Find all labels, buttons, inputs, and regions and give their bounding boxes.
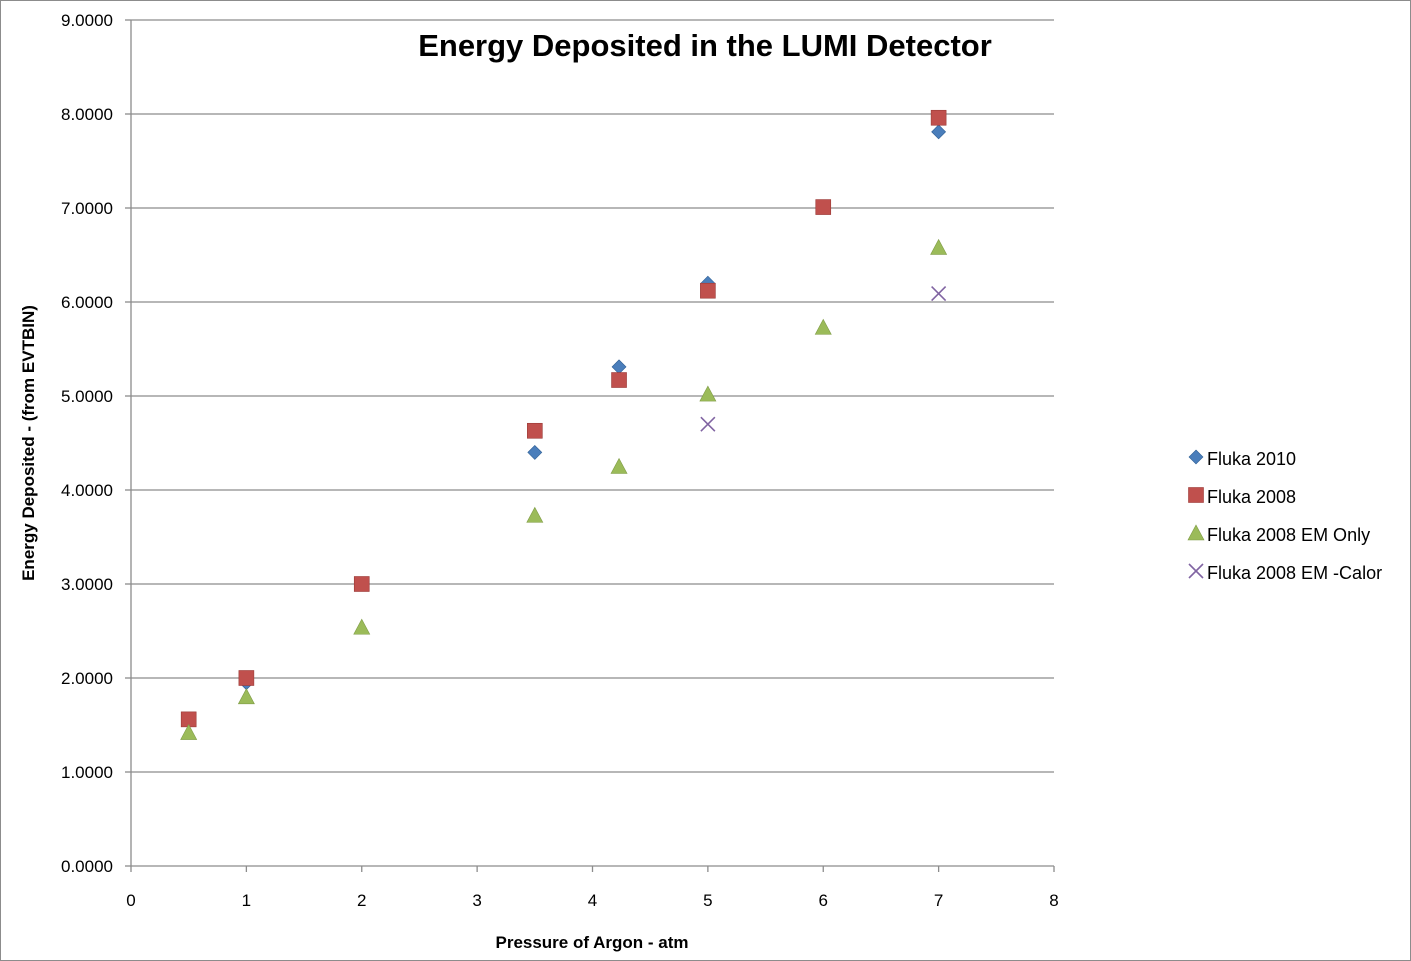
- x-tick-label: 0: [126, 891, 135, 910]
- data-point-triangle: [610, 457, 628, 474]
- data-point-x: [700, 416, 716, 432]
- x-tick-label: 7: [934, 891, 943, 910]
- chart-title: Energy Deposited in the LUMI Detector: [418, 28, 992, 63]
- x-axis-title: Pressure of Argon - atm: [495, 933, 688, 952]
- legend-marker-triangle: [1187, 524, 1205, 541]
- legend-marker-diamond: [1188, 449, 1204, 465]
- y-tick-label: 4.0000: [61, 481, 113, 500]
- legend-entry: Fluka 2008 EM Only: [1187, 524, 1370, 545]
- x-tick-label: 6: [819, 891, 828, 910]
- data-point-diamond: [611, 359, 627, 375]
- data-point-triangle: [526, 506, 544, 523]
- axes: [125, 19, 1055, 872]
- x-tick-label: 1: [242, 891, 251, 910]
- data-point-square: [611, 372, 627, 388]
- data-point-diamond: [931, 124, 947, 140]
- data-point-triangle: [353, 618, 371, 635]
- x-tick-label: 5: [703, 891, 712, 910]
- data-point-triangle: [237, 688, 255, 705]
- data-point-square: [238, 670, 255, 686]
- x-tick-label: 4: [588, 891, 597, 910]
- data-point-square: [353, 576, 370, 592]
- x-tick-labels: 0 1 2 3 4 5 6 7 8: [126, 891, 1058, 910]
- legend-entry: Fluka 2008 EM -Calor: [1188, 563, 1382, 583]
- legend-marker-square: [1188, 487, 1204, 503]
- x-marker-stroke: [931, 285, 947, 302]
- x-tick-label: 3: [472, 891, 481, 910]
- y-axis-title: Energy Deposited - (from EVTBIN): [19, 305, 38, 581]
- y-tick-label: 9.0000: [61, 11, 113, 30]
- data-point-triangle: [814, 318, 832, 335]
- legend-entry: Fluka 2008: [1188, 487, 1296, 507]
- legend: Fluka 2010 Fluka 2008 Fluka 2008 EM Only Fl…: [1187, 449, 1382, 583]
- x-tick-label: 2: [357, 891, 366, 910]
- x-marker-stroke: [700, 416, 716, 432]
- y-tick-labels: 0.0000 1.0000 2.0000 3.0000 4.0000 5.0000 6.00…: [61, 11, 113, 876]
- legend-entry: Fluka 2010: [1188, 449, 1296, 469]
- y-tick-label: 6.0000: [61, 293, 113, 312]
- y-tick-label: 1.0000: [61, 763, 113, 782]
- data-point-square: [527, 422, 543, 439]
- y-tick-label: 7.0000: [61, 199, 113, 218]
- data-point-triangle: [930, 238, 948, 255]
- legend-label: Fluka 2008: [1207, 487, 1296, 507]
- legend-label: Fluka 2010: [1207, 449, 1296, 469]
- legend-label: Fluka 2008 EM Only: [1207, 525, 1370, 545]
- gridlines: [131, 19, 1054, 773]
- y-tick-label: 8.0000: [61, 105, 113, 124]
- y-tick-label: 2.0000: [61, 669, 113, 688]
- y-tick-label: 0.0000: [61, 857, 113, 876]
- data-point-diamond: [527, 444, 543, 460]
- legend-label: Fluka 2008 EM -Calor: [1207, 563, 1382, 583]
- data-point-triangle: [699, 385, 717, 402]
- data-point-triangle: [180, 723, 198, 740]
- legend-marker-x: [1188, 563, 1204, 579]
- x-marker-stroke: [1188, 563, 1204, 579]
- y-tick-label: 5.0000: [61, 387, 113, 406]
- data-point-x: [931, 285, 947, 302]
- data-point-square: [930, 109, 947, 126]
- x-tick-label: 8: [1049, 891, 1058, 910]
- data-points: [180, 109, 948, 740]
- data-point-square: [700, 282, 716, 299]
- y-tick-label: 3.0000: [61, 575, 113, 594]
- data-point-square: [815, 199, 832, 215]
